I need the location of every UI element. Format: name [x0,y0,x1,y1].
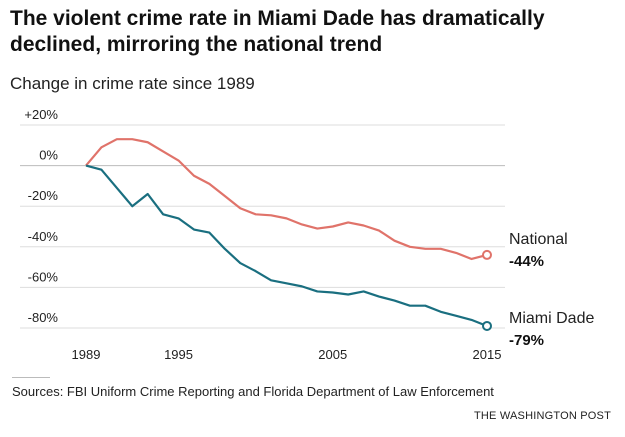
source-note: Sources: FBI Uniform Crime Reporting and… [12,384,494,399]
end-value-label-miami-dade: -79% [509,332,544,349]
x-tick-label: 2005 [318,347,347,362]
series-line-miami-dade [85,164,488,327]
x-tick-label: 2015 [473,347,502,362]
y-tick-label: -40% [28,229,59,244]
series-line-national [85,138,488,261]
y-tick-label: +20% [24,107,58,122]
publisher-credit: THE WASHINGTON POST [473,410,611,422]
end-point-miami-dade [482,320,492,331]
x-tick-label: 1995 [164,347,193,362]
y-tick-label: -20% [28,188,59,203]
y-tick-label: -80% [28,310,59,325]
series-label-national: National [509,231,568,248]
chart-title: The violent crime rate in Miami Dade has… [10,7,545,56]
source-divider [12,377,50,378]
series-label-miami-dade: Miami Dade [509,310,594,327]
y-tick-label: -60% [28,269,59,284]
end-value-label-national: -44% [509,253,544,270]
chart-subtitle: Change in crime rate since 1989 [10,74,255,93]
x-tick-label: 1989 [72,347,101,362]
end-point-national [482,249,492,260]
y-tick-label: 0% [39,148,58,163]
